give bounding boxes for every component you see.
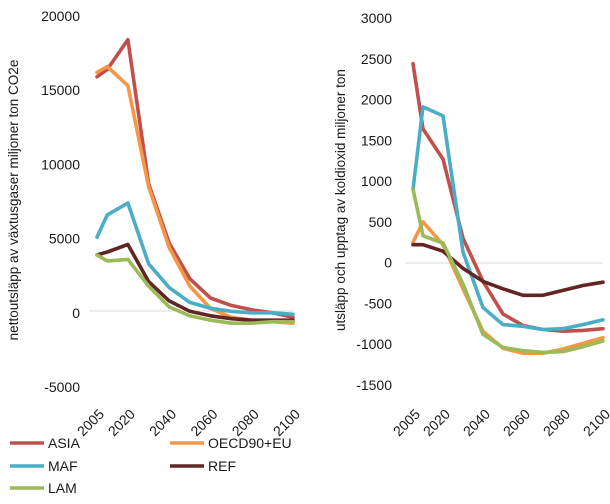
right-series-line-ref <box>411 242 605 298</box>
left-y-axis-label: nettoutsläpp av växtusgaser miljoner ton… <box>6 60 21 341</box>
right-y-tick-label: -500 <box>364 295 392 311</box>
right-y-tick-label: 3000 <box>361 10 392 26</box>
left-x-tick-label: 2020 <box>105 406 138 439</box>
legend-label: REF <box>208 458 236 474</box>
right-x-tick-label: 2080 <box>540 406 573 439</box>
left-series-line-maf <box>95 201 295 317</box>
legend-item-asia: ASIA <box>10 435 81 451</box>
legend-item-lam: LAM <box>10 480 77 496</box>
right-x-tick-label: 2060 <box>500 406 533 439</box>
right-y-tick-label: 2000 <box>361 92 392 108</box>
left-series-line-ref <box>95 242 295 323</box>
left-chart-panel: nettoutsläpp av växtusgaser miljoner ton… <box>6 8 303 439</box>
right-series-line-asia <box>411 61 605 334</box>
left-y-tick-label: 5000 <box>49 231 80 247</box>
right-chart-panel: utsläpp och upptag av koldioxid miljoner… <box>333 10 610 439</box>
left-x-tick-label: 2040 <box>146 406 179 439</box>
legend-label: LAM <box>48 480 77 496</box>
right-y-tick-label: 0 <box>384 255 392 271</box>
right-y-tick-label: 1000 <box>361 173 392 189</box>
right-y-tick-label: -1500 <box>356 377 392 393</box>
right-y-tick-label: -1000 <box>356 336 392 352</box>
right-x-tick-label: 2040 <box>460 406 493 439</box>
legend-item-ref: REF <box>170 458 236 474</box>
right-y-tick-label: 2500 <box>361 51 392 67</box>
right-series-line-maf <box>411 105 605 332</box>
right-y-tick-label: 500 <box>369 214 393 230</box>
legend: ASIA OECD90+EU MAF REF LAM <box>10 435 292 496</box>
legend-label: OECD90+EU <box>208 435 292 451</box>
right-x-tick-label: 2100 <box>580 406 610 439</box>
right-x-tick-label: 2020 <box>420 406 453 439</box>
right-series-line-lam <box>411 187 605 355</box>
legend-label: MAF <box>48 458 78 474</box>
legend-item-oecd90-eu: OECD90+EU <box>170 435 292 451</box>
legend-item-maf: MAF <box>10 458 78 474</box>
left-y-tick-label: 20000 <box>41 8 80 24</box>
right-x-tick-label: 2005 <box>390 406 423 439</box>
left-y-tick-label: -5000 <box>44 379 80 395</box>
left-series-line-asia <box>95 37 295 320</box>
left-y-tick-label: 15000 <box>41 82 80 98</box>
left-series-line-lam <box>95 253 295 326</box>
right-y-axis-label: utsläpp och upptag av koldioxid miljoner… <box>333 69 348 331</box>
left-y-tick-label: 0 <box>72 305 80 321</box>
legend-label: ASIA <box>48 435 81 451</box>
right-y-tick-label: 1500 <box>361 132 392 148</box>
left-y-tick-label: 10000 <box>41 156 80 172</box>
